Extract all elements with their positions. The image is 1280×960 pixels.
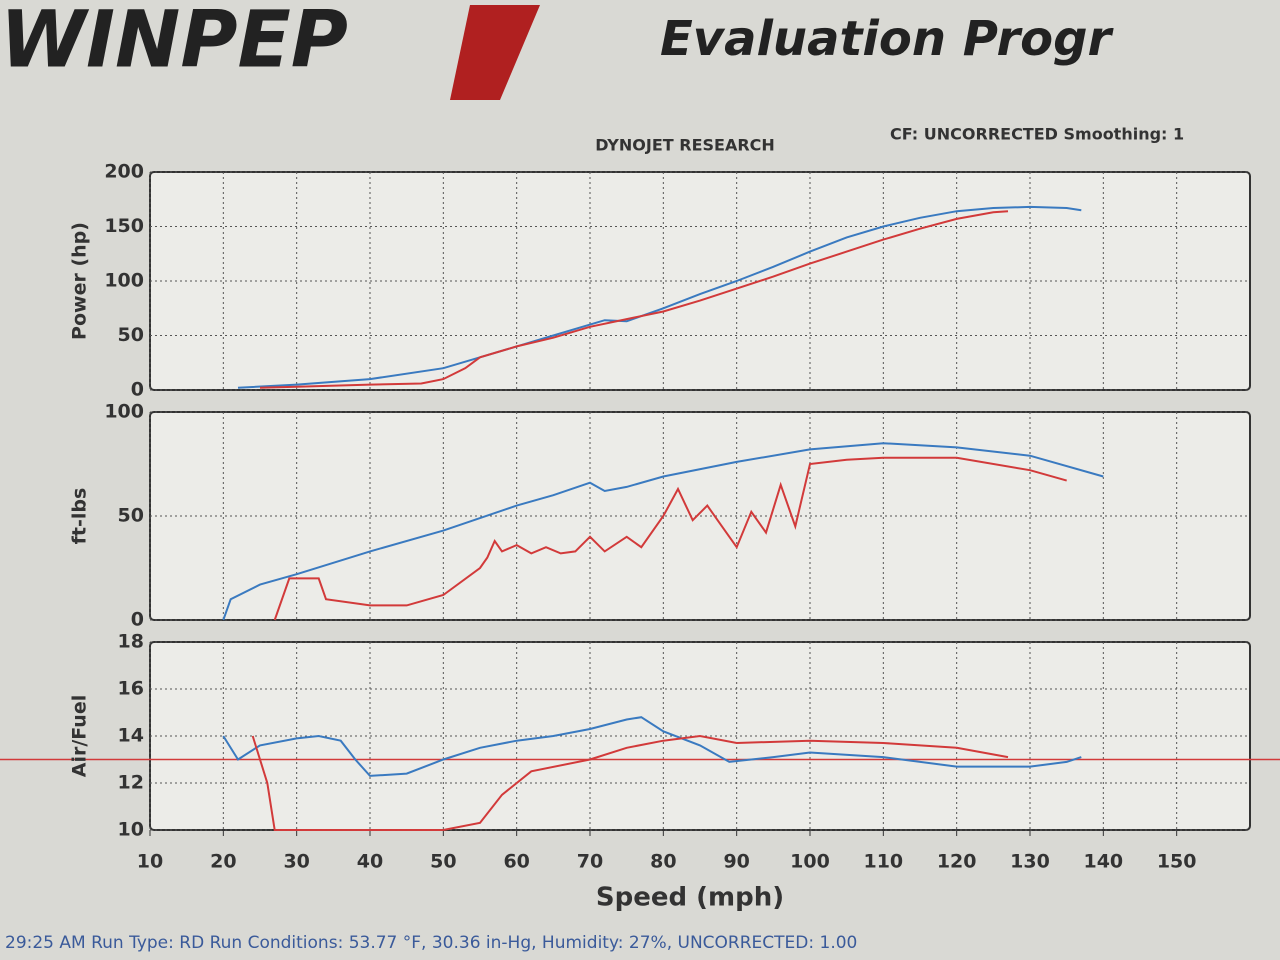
series-line	[222, 716, 1082, 777]
x-tick-label: 70	[577, 851, 603, 873]
series-line	[237, 205, 1082, 389]
x-tick-label: 40	[357, 851, 383, 873]
x-tick-label: 60	[503, 851, 529, 873]
logo-slash	[450, 5, 540, 100]
y-tick-label: 50	[118, 324, 144, 346]
x-tick-label: 100	[790, 851, 830, 873]
x-tick-label: 30	[283, 851, 309, 873]
y-tick-label: 100	[104, 401, 144, 423]
series-line	[251, 734, 1009, 831]
x-tick-label: 140	[1083, 851, 1123, 873]
series-line	[259, 210, 1009, 389]
y-tick-label: 14	[118, 725, 144, 747]
y-tick-label: 150	[104, 215, 144, 237]
y-axis-label: Power (hp)	[69, 222, 91, 340]
series-line	[222, 442, 1104, 621]
y-tick-label: 0	[131, 379, 144, 401]
logo: WINPEP	[0, 0, 348, 85]
x-tick-label: 20	[210, 851, 236, 873]
x-tick-label: 50	[430, 851, 456, 873]
y-tick-label: 12	[118, 772, 144, 794]
settings: CF: UNCORRECTED Smoothing: 1	[890, 125, 1184, 144]
x-axis-label: Speed (mph)	[596, 883, 784, 913]
x-tick-label: 150	[1157, 851, 1197, 873]
y-tick-label: 0	[131, 609, 144, 631]
x-tick-label: 90	[723, 851, 749, 873]
y-tick-label: 100	[104, 270, 144, 292]
page-title: Evaluation Progr	[660, 11, 1114, 67]
y-tick-label: 50	[118, 505, 144, 527]
x-tick-label: 10	[137, 851, 163, 873]
y-axis-label: Air/Fuel	[69, 695, 91, 778]
y-tick-label: 200	[104, 161, 144, 183]
x-tick-label: 110	[863, 851, 903, 873]
series-line	[273, 456, 1067, 621]
y-tick-label: 16	[118, 678, 144, 700]
x-tick-label: 130	[1010, 851, 1050, 873]
y-tick-label: 10	[118, 819, 144, 841]
x-tick-label: 80	[650, 851, 676, 873]
y-axis-label: ft-lbs	[69, 488, 91, 545]
chart-subtitle: DYNOJET RESEARCH	[595, 136, 775, 155]
x-tick-label: 120	[937, 851, 977, 873]
run-info: 29:25 AM Run Type: RD Run Conditions: 53…	[5, 933, 857, 953]
y-tick-label: 18	[118, 631, 144, 653]
